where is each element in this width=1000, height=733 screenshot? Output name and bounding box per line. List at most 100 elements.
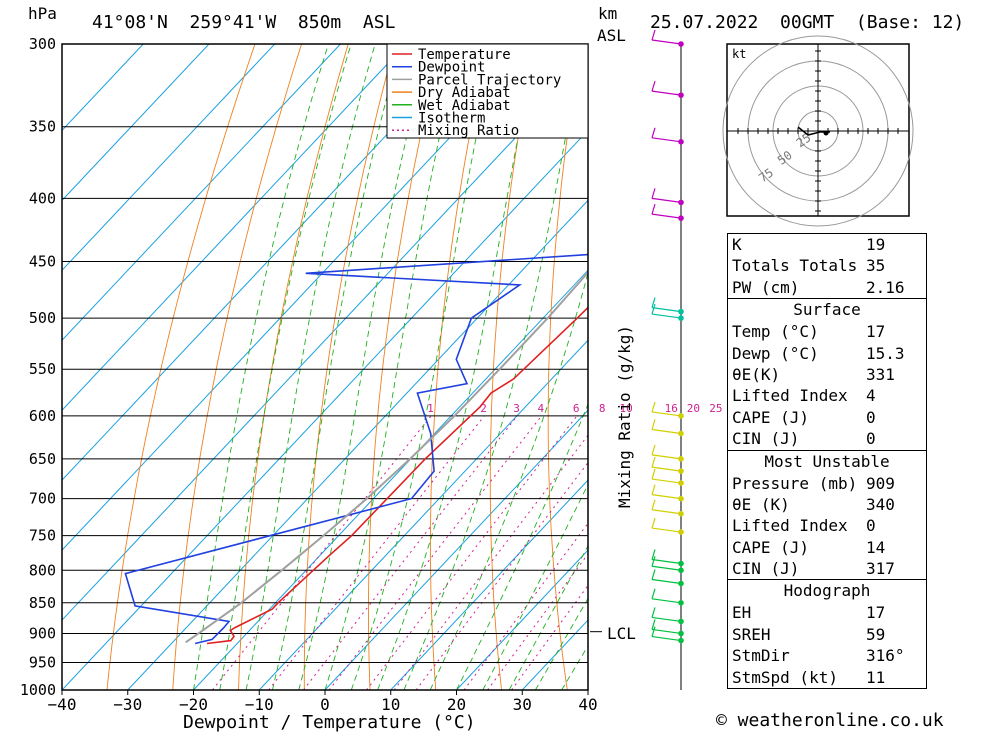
hodo-label: SREH [732,624,771,644]
pressure-tick-label: 450 [29,253,56,271]
pressure-tick-label: 500 [29,309,56,327]
wind-barb-staff [651,628,682,635]
wind-barb-flag [651,619,656,630]
isotherm-line [390,479,588,690]
mixing-ratio-line [328,415,542,690]
copyright-link[interactable]: © weatheronline.co.uk [716,710,944,731]
lcl-label: LCL [607,624,636,643]
dry-adiabat-line [368,44,442,690]
most-unstable-title: Most Unstable [728,449,926,473]
isotherm-line [127,199,588,690]
legend-item: Parcel Trajectory [418,72,561,88]
hodograph-ring [722,35,914,227]
hpa-label: hPa [28,4,57,23]
wind-barb-flag [651,401,656,413]
series-dewpoint [124,253,588,645]
wind-barb-flag [651,499,656,510]
surface-row: CAPE (J) 0 [728,407,926,428]
hodo-row: SREH 59 [728,624,926,645]
wind-barb-flag [651,569,656,580]
wind-barb-staff [651,307,682,313]
wind-barb-flag [651,626,656,637]
legend-item: Wet Adiabat [418,98,511,114]
surface-title: Surface [728,298,926,321]
surface-label: CAPE (J) [732,407,810,427]
isotherm-line [62,44,341,341]
pressure-tick-label: 550 [29,360,56,378]
wind-barb-staff [651,578,682,585]
surface-value: 0 [866,407,876,427]
wet-adiabat-line [403,44,584,690]
wet-adiabat-line [324,44,462,690]
x-tick-label: −30 [113,695,142,714]
mu-label: θE (K) [732,494,790,514]
surface-value: 15.3 [866,343,905,363]
wind-barb-flag [651,517,656,529]
dry-adiabat-line [954,44,1000,690]
isotherm-line [62,44,539,551]
isotherm-line [62,44,276,272]
totals-row: Totals Totals 35 [728,255,926,276]
wet-adiabat-line [298,44,430,690]
pressure-tick-label: 600 [29,407,56,425]
x-tick-label: 10 [381,695,400,714]
pressure-tick-label: 350 [29,118,56,136]
k-index-label: K [732,235,742,254]
wind-barb-dot [678,430,684,437]
isotherm-line [258,339,588,690]
wet-adiabat-line [271,44,402,690]
mixing-ratio-label: 1 [427,402,434,415]
wind-barb-flag [651,80,656,92]
hodo-label: EH [732,603,752,623]
isotherm-line [456,549,588,690]
wind-barb-dot [678,480,684,486]
legend-box [386,43,589,139]
pw-row: PW (cm) 2.16 [728,277,926,298]
wind-barb-staff [651,478,682,484]
isotherm-line [62,44,407,411]
totals-label: Totals Totals [732,256,858,276]
x-tick-label: −10 [245,695,274,714]
wind-barb-staff [651,635,682,642]
hodo-value: 11 [866,667,886,687]
mixing-ratio-axis-label: Mixing Ratio (g/kg) [615,325,634,508]
surface-label: Lifted Index [732,386,848,406]
mu-label: Lifted Index [732,516,848,536]
x-tick-label: 0 [320,695,330,714]
surface-row: Dewp (°C) 15.3 [728,343,926,364]
mixing-ratio-line [212,415,432,690]
surface-row: Lifted Index 4 [728,385,926,406]
k-index-value: 19 [866,235,886,254]
wind-barb-staff [651,213,682,219]
x-tick-label: −40 [48,695,77,714]
hodo-row: EH 17 [728,602,926,623]
isotherm-line [62,129,588,690]
isotherm-line [324,409,588,690]
legend-item: Mixing Ratio [418,123,519,139]
x-tick-label: −20 [179,695,208,714]
mixing-ratio-label: 6 [573,402,580,415]
mu-value: 14 [866,537,886,557]
series-temperature [206,306,588,645]
x-tick-label: 40 [578,695,597,714]
isotherm-line [193,269,588,690]
wind-barb-staff [651,466,682,472]
pressure-tick-label: 750 [29,527,56,545]
wind-barb-staff [651,428,682,435]
km-label: km [598,4,618,23]
wind-barb-flag [651,203,656,215]
wind-barb-staff [651,90,682,96]
wind-barb-flag [651,444,656,456]
legend-item: Dewpoint [418,60,485,76]
mixing-ratio-label: 2 [480,402,487,415]
isotherm-line [62,44,144,132]
hodo-value: 316° [866,646,905,666]
dry-adiabat-line [172,44,303,690]
wind-barb-staff [651,565,682,571]
surface-label: CIN (J) [732,429,800,449]
mu-row: θE (K) 340 [728,494,926,515]
storm-motion-dot [823,130,829,136]
mu-row: Lifted Index 0 [728,515,926,536]
wind-barb-flag [651,297,656,308]
